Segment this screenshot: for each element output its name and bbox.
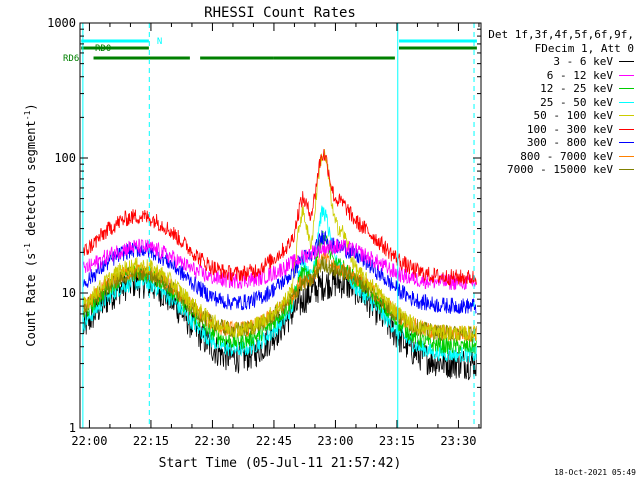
flag-label-rd6: RD6 — [63, 54, 79, 64]
legend-swatch — [619, 88, 634, 90]
legend-swatch — [619, 74, 634, 76]
y-tick-label: 1000 — [47, 16, 76, 30]
legend-item: 25 - 50 keV — [486, 96, 634, 110]
series-layer — [82, 149, 477, 381]
plot-frame — [79, 22, 482, 429]
flag-label-rd0: RD0 — [95, 44, 111, 54]
legend-item-label: 800 - 7000 keV — [520, 149, 613, 163]
legend-item-label: 12 - 25 keV — [540, 82, 613, 95]
legend-item: 12 - 25 keV — [486, 82, 634, 96]
legend-item-label: 300 - 800 keV — [526, 136, 613, 149]
timestamp-footer: 18-Oct-2021 05:49 — [554, 468, 636, 477]
y-axis-label: Count Rate (s-1 detector segment-1) — [23, 103, 38, 346]
legend-header-line-1: Det 1f,3f,4f,5f,6f,9f, — [488, 28, 634, 41]
y-tick-label: 1 — [69, 421, 76, 435]
series-line-6to12kev — [82, 238, 477, 291]
series-line-100to300kev — [82, 149, 477, 286]
x-tick-label: 23:30 — [440, 434, 476, 448]
legend-header-line-2: FDecim 1, Att 0 — [534, 41, 634, 55]
legend-item: 7000 - 15000 keV — [486, 163, 634, 177]
flag-label-n: N — [157, 37, 162, 47]
legend: Det 1f,3f,4f,5f,6f,9f, FDecim 1, Att 0 3… — [486, 28, 634, 177]
legend-item: 3 - 6 keV — [486, 55, 634, 69]
flags-layer: N RD0 RD6 — [63, 37, 477, 64]
legend-item-label: 7000 - 15000 keV — [507, 163, 613, 176]
legend-swatch — [619, 115, 634, 117]
legend-item: 800 - 7000 keV — [486, 150, 634, 164]
x-tick-label: 23:00 — [317, 434, 353, 448]
series-line-300to800kev — [82, 230, 477, 314]
series-line-50to100kev — [82, 149, 477, 342]
legend-item-label: 25 - 50 keV — [540, 95, 613, 109]
legend-item: 100 - 300 keV — [486, 123, 634, 137]
y-tick-label: 10 — [62, 286, 76, 300]
x-tick-label: 22:00 — [71, 434, 107, 448]
legend-item-label: 3 - 6 keV — [553, 55, 613, 68]
legend-item-label: 6 - 12 keV — [546, 68, 613, 82]
x-tick-label: 22:45 — [256, 434, 292, 448]
legend-swatch — [619, 101, 634, 103]
legend-swatch — [619, 155, 634, 157]
legend-swatch — [619, 61, 634, 63]
legend-swatch — [619, 169, 634, 171]
legend-item-label: 100 - 300 keV — [526, 122, 613, 136]
legend-item: 6 - 12 keV — [486, 69, 634, 83]
axes-layer: 22:00 22:15 22:30 22:45 23:00 23:15 23:30 1 10 10… — [47, 16, 481, 448]
legend-item-label: 50 - 100 keV — [533, 109, 613, 122]
legend-item: 50 - 100 keV — [486, 109, 634, 123]
x-tick-label: 22:30 — [194, 434, 230, 448]
legend-swatch — [619, 142, 634, 144]
legend-item: 300 - 800 keV — [486, 136, 634, 150]
chart-title: RHESSI Count Rates — [204, 5, 356, 21]
y-tick-label: 100 — [54, 151, 76, 165]
x-axis-label: Start Time (05-Jul-11 21:57:42) — [159, 456, 402, 471]
legend-swatch — [619, 128, 634, 130]
x-tick-label: 23:15 — [379, 434, 415, 448]
time-markers — [82, 23, 475, 428]
x-tick-label: 22:15 — [133, 434, 169, 448]
